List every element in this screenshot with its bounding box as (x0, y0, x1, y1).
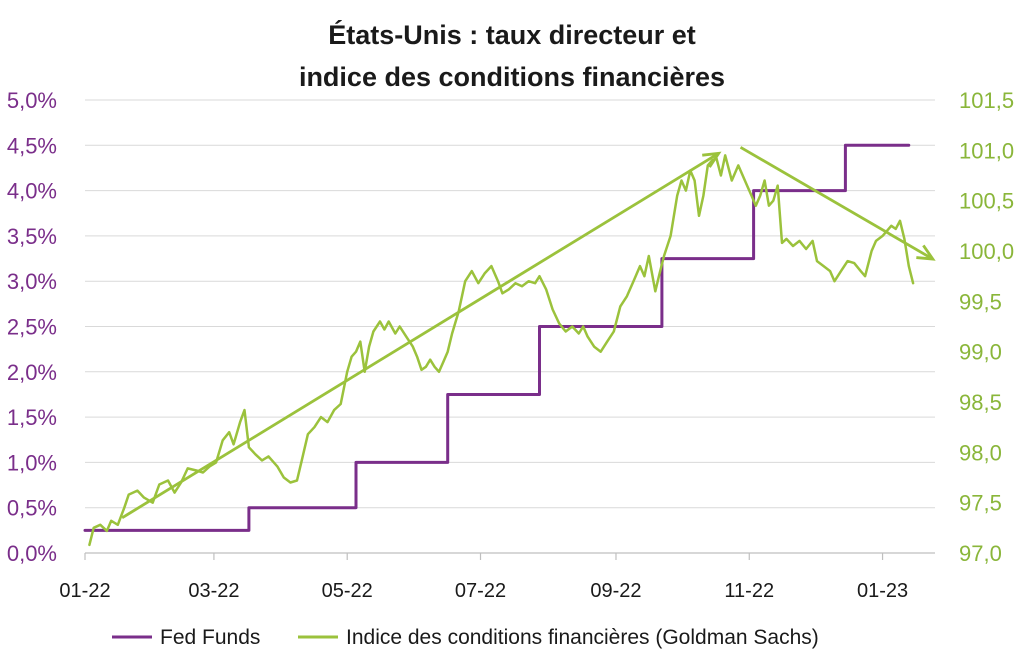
left-tick-label: 4,5% (7, 133, 57, 158)
left-tick-label: 3,0% (7, 269, 57, 294)
x-tick-label: 11-22 (724, 580, 774, 602)
left-tick-label: 1,0% (7, 450, 57, 475)
fed-funds-line (83, 143, 911, 532)
left-axis-ticks: 0,0% 0,5% 1,0% 1,5% 2,0% 2,5% 3,0% 3,5% 4,0% 4,5%… (7, 88, 57, 566)
gridlines (85, 99, 935, 509)
right-tick-label: 99,0 (959, 340, 1002, 365)
left-tick-label: 3,5% (7, 224, 57, 249)
left-tick-label: 5,0% (7, 88, 57, 113)
right-tick-label: 97,0 (959, 541, 1002, 566)
right-axis-ticks: 97,0 97,5 98,0 98,5 99,0 99,5 100,0 100,5 101,0 1… (959, 88, 1014, 566)
x-tick-label: 05-22 (322, 580, 373, 602)
left-tick-label: 2,0% (7, 360, 57, 385)
x-tick-label: 09-22 (590, 580, 641, 602)
trend-arrows (121, 146, 936, 519)
right-tick-label: 100,5 (959, 189, 1014, 214)
right-tick-label: 100,0 (959, 239, 1014, 264)
financial-conditions-line (88, 154, 915, 547)
trend-arrow-head (916, 244, 936, 261)
left-tick-label: 0,5% (7, 496, 57, 521)
left-tick-label: 2,5% (7, 315, 57, 340)
right-tick-label: 99,5 (959, 289, 1002, 314)
chart-title-line-2: indice des conditions financières (299, 62, 725, 92)
left-tick-label: 0,0% (7, 541, 57, 566)
right-tick-label: 98,5 (959, 390, 1002, 415)
trend-arrow-line (739, 146, 934, 261)
left-tick-label: 1,5% (7, 405, 57, 430)
x-axis: 01-22 03-22 05-22 07-22 09-22 11-22 01-23 (59, 552, 935, 602)
x-tick-label: 01-23 (857, 580, 908, 602)
trend-arrow-line (121, 152, 720, 519)
right-tick-label: 101,5 (959, 88, 1014, 113)
left-tick-label: 4,0% (7, 179, 57, 204)
trend-arrow-head (702, 151, 722, 168)
right-tick-label: 101,0 (959, 138, 1014, 163)
x-tick-label: 07-22 (455, 580, 506, 602)
right-tick-label: 97,5 (959, 491, 1002, 516)
legend-label-financial-conditions: Indice des conditions financières (Goldm… (346, 626, 819, 649)
legend-label-fed-funds: Fed Funds (160, 626, 260, 649)
right-tick-label: 98,0 (959, 440, 1002, 465)
series-layer (83, 143, 915, 547)
x-tick-label: 01-22 (59, 580, 110, 602)
chart-title-line-1: États-Unis : taux directeur et (328, 19, 696, 50)
x-tick-label: 03-22 (188, 580, 239, 602)
legend: Fed Funds Indice des conditions financiè… (112, 626, 819, 649)
